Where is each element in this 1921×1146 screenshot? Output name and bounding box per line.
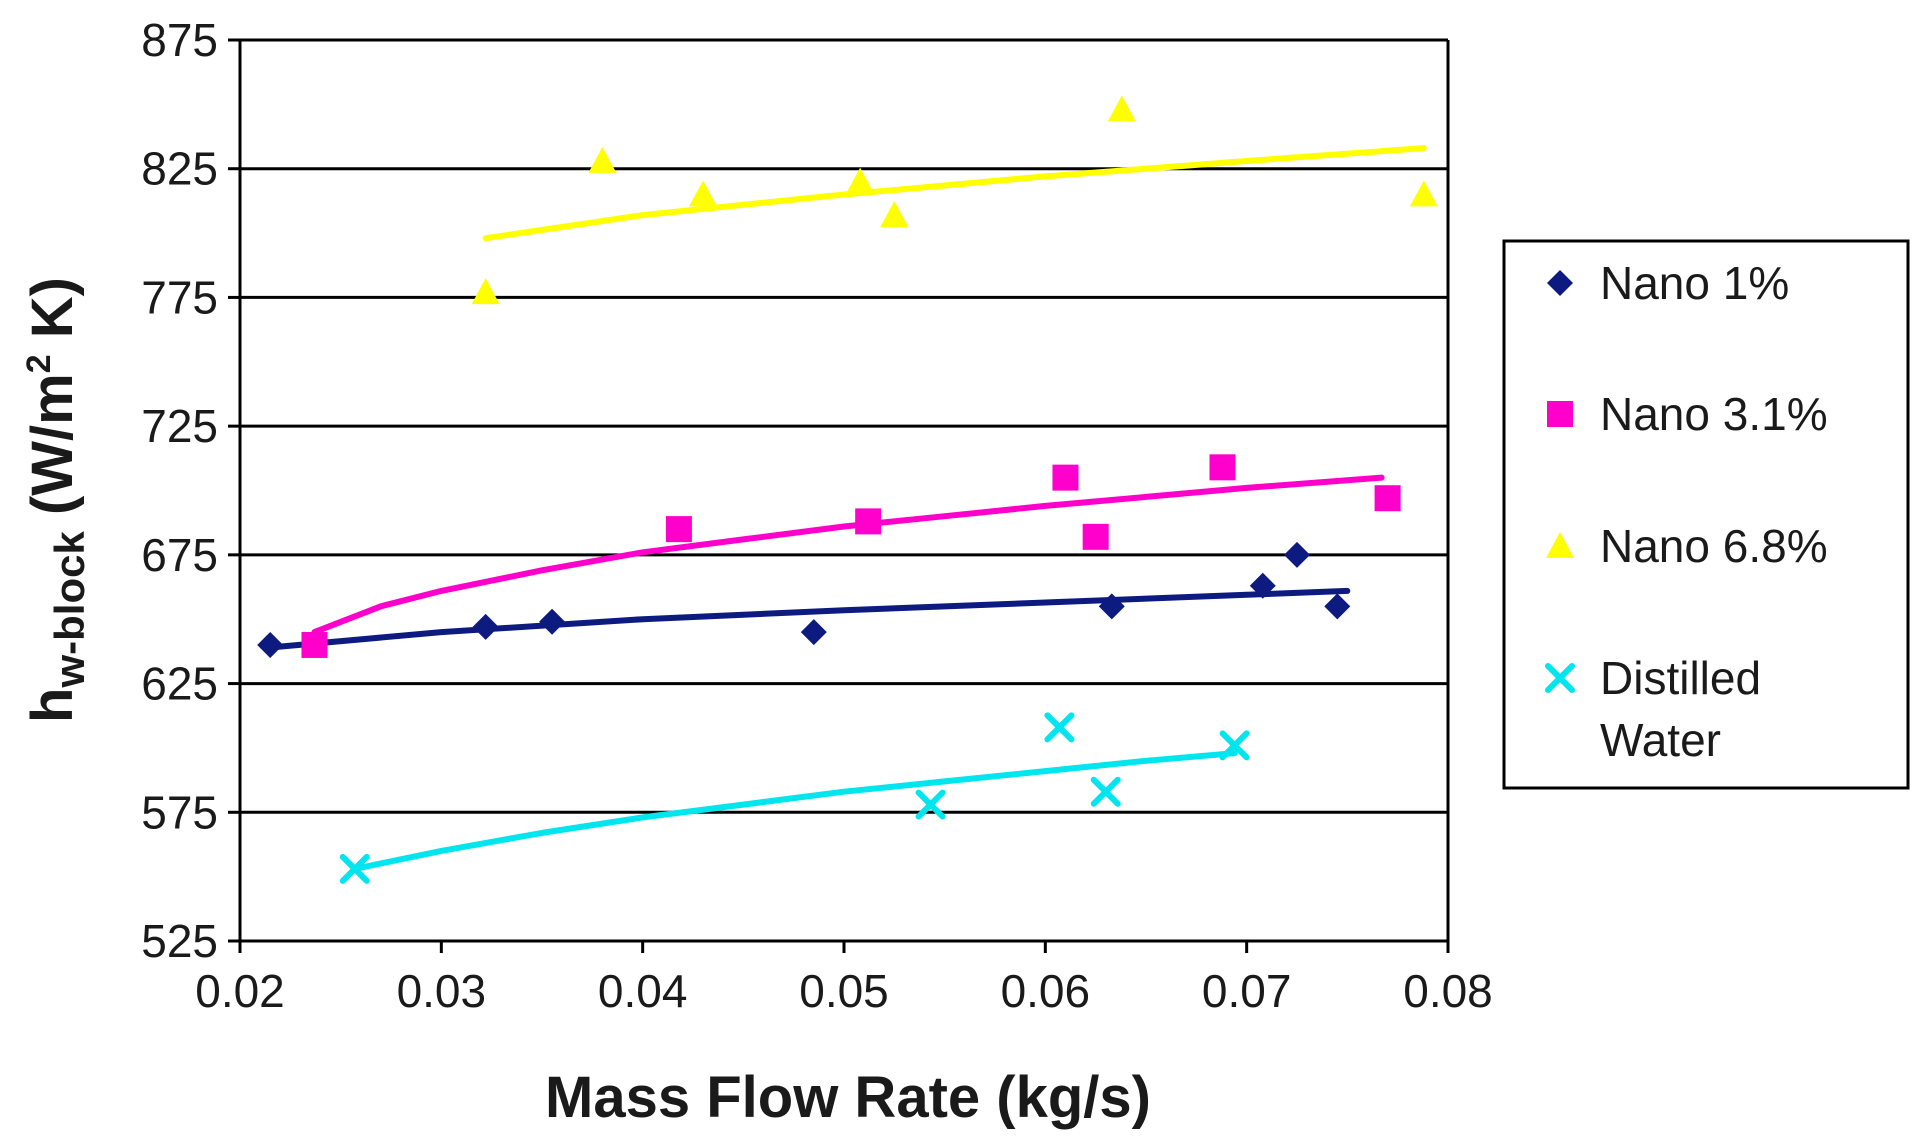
y-tick-label: 875 <box>141 14 218 66</box>
trendline-nano-6-8 <box>482 145 1427 242</box>
trendline-distilled-water <box>351 750 1238 872</box>
y-tick-label: 625 <box>141 658 218 710</box>
y-tick-label: 525 <box>141 915 218 967</box>
legend-marker-nano-6-8 <box>1546 532 1574 558</box>
point-nano-1 <box>1324 593 1351 620</box>
x-tick-label: 0.07 <box>1202 965 1292 1017</box>
point-nano-3-1 <box>665 516 692 543</box>
x-tick-label: 0.02 <box>195 965 285 1017</box>
point-distilled-water <box>915 789 946 820</box>
legend: Nano 1% Nano 3.1% Nano 6.8% Distilled Water <box>1502 239 1910 790</box>
x-tick-label: 0.04 <box>598 965 688 1017</box>
point-distilled-water <box>1219 730 1250 761</box>
y-axis-title-unit-prefix: (W/m <box>20 373 85 531</box>
trend-lines <box>267 145 1427 872</box>
x-tick-label: 0.06 <box>1001 965 1091 1017</box>
point-nano-6-8 <box>1409 180 1438 207</box>
point-nano-1 <box>257 631 284 658</box>
x-axis-tick-labels: 0.02 0.03 0.04 0.05 0.06 0.07 0.08 <box>195 941 1493 1017</box>
point-nano-3-1 <box>1052 464 1079 491</box>
point-distilled-water-stroke <box>1219 730 1250 761</box>
point-distilled-water-stroke <box>1044 712 1075 743</box>
point-nano-1 <box>1098 593 1125 620</box>
legend-marker-distilled-water <box>1545 663 1575 693</box>
legend-label-distilled-water: Distilled <box>1600 652 1761 704</box>
point-nano-3-1 <box>301 631 328 658</box>
y-tick-label: 825 <box>141 143 218 195</box>
point-nano-3-1 <box>1209 454 1236 481</box>
point-nano-1 <box>1249 572 1276 599</box>
point-nano-6-8 <box>689 180 718 207</box>
point-nano-6-8 <box>846 167 875 194</box>
x-tick-label: 0.03 <box>397 965 487 1017</box>
legend-label-nano-3-1: Nano 3.1% <box>1600 388 1828 440</box>
y-tick-label: 575 <box>141 786 218 838</box>
legend-marker-distilled-water-stroke <box>1545 663 1575 693</box>
point-nano-3-1 <box>1374 485 1401 512</box>
y-tick-label: 775 <box>141 271 218 323</box>
point-distilled-water-stroke <box>1090 776 1121 807</box>
point-distilled-water <box>1090 776 1121 807</box>
trendline-nano-3-1 <box>311 474 1385 636</box>
point-nano-6-8 <box>471 278 500 305</box>
point-nano-6-8 <box>588 146 617 173</box>
point-distilled-water <box>339 853 370 884</box>
legend-label-distilled-water: Water <box>1600 714 1721 766</box>
point-distilled-water <box>1044 712 1075 743</box>
point-nano-1 <box>1284 541 1310 568</box>
point-nano-6-8 <box>1107 95 1136 122</box>
y-tick-label: 675 <box>141 529 218 581</box>
point-nano-3-1 <box>855 508 882 535</box>
legend-label-nano-1: Nano 1% <box>1600 257 1789 309</box>
x-tick-label: 0.08 <box>1403 965 1493 1017</box>
legend-marker-nano-1 <box>1547 270 1573 296</box>
x-tick-label: 0.05 <box>799 965 889 1017</box>
y-axis-tick-labels: 525 575 625 675 725 775 825 875 <box>141 14 240 967</box>
point-distilled-water-stroke <box>915 789 946 820</box>
legend-marker-nano-3-1 <box>1547 401 1573 427</box>
y-axis-title: hw-block (W/m2 K) <box>20 277 93 723</box>
point-nano-1 <box>800 619 827 646</box>
point-nano-1 <box>539 608 566 635</box>
point-distilled-water-stroke <box>339 853 370 884</box>
x-axis-title: Mass Flow Rate (kg/s) <box>545 1065 1151 1130</box>
legend-box <box>1502 239 1910 790</box>
y-axis-title-superscript: 2 <box>20 354 58 373</box>
y-axis-title-main: h <box>20 688 85 723</box>
trendline-nano-1 <box>267 587 1351 651</box>
y-axis-title-unit-suffix: K) <box>20 277 85 354</box>
point-nano-1 <box>472 613 499 640</box>
point-nano-3-1 <box>1082 523 1109 550</box>
y-tick-label: 725 <box>141 400 218 452</box>
y-axis-title-subscript: w-block <box>46 531 93 689</box>
point-nano-6-8 <box>880 201 909 227</box>
legend-label-nano-6-8: Nano 6.8% <box>1600 520 1828 572</box>
data-markers <box>257 95 1438 884</box>
